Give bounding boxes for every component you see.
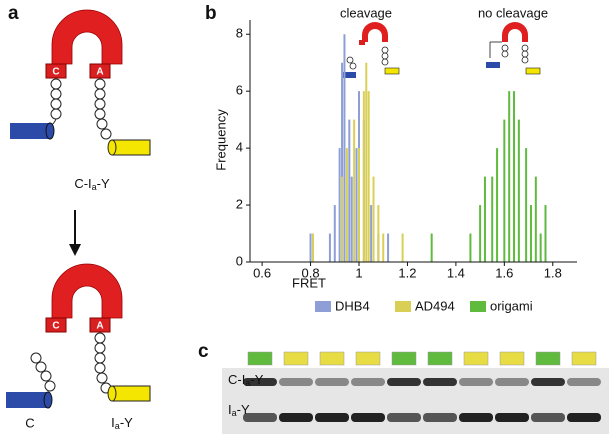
product-label: Ia-Y bbox=[111, 415, 133, 431]
gel-band bbox=[279, 378, 313, 386]
lane-marker bbox=[463, 351, 489, 366]
x-tick-label: 1.8 bbox=[544, 265, 562, 280]
x-tick-label: 1.4 bbox=[447, 265, 465, 280]
legend-swatch bbox=[395, 301, 411, 312]
y-tick-label: 2 bbox=[236, 196, 243, 211]
lane-marker bbox=[499, 351, 525, 366]
annotation: no cleavage bbox=[478, 5, 548, 20]
box-label: C bbox=[52, 321, 59, 332]
gel-band bbox=[495, 413, 529, 422]
legend-swatch bbox=[315, 301, 331, 312]
x-tick-label: 1 bbox=[355, 265, 362, 280]
box-label: A bbox=[96, 321, 103, 332]
panel-label: b bbox=[205, 3, 217, 24]
construct-label: C-Ia-Y bbox=[74, 176, 110, 192]
x-tick-label: 0.6 bbox=[253, 265, 271, 280]
y-axis-label: Frequency bbox=[213, 109, 228, 171]
gel-band bbox=[567, 378, 601, 386]
lane-marker bbox=[355, 351, 381, 366]
y-tick-label: 8 bbox=[236, 26, 243, 41]
gel-label-part: -Y bbox=[237, 402, 250, 417]
gel-label-part: C-I bbox=[228, 372, 245, 387]
box-label: C bbox=[52, 67, 59, 78]
gel-label-part: a bbox=[232, 408, 237, 418]
gel-band bbox=[423, 413, 457, 422]
y-tick-label: 0 bbox=[236, 253, 243, 268]
gel-band bbox=[387, 413, 421, 422]
gel-band bbox=[351, 413, 385, 422]
x-tick-label: 1.6 bbox=[495, 265, 513, 280]
gel-band bbox=[279, 413, 313, 422]
panel-label: a bbox=[8, 3, 19, 24]
lane-marker bbox=[427, 351, 453, 366]
gel-band bbox=[315, 378, 349, 386]
lane-marker bbox=[247, 351, 273, 366]
lane-marker bbox=[535, 351, 561, 366]
gel-label: C-Ia-Y bbox=[228, 372, 264, 388]
inset-diagram bbox=[342, 22, 541, 78]
annotation: cleavage bbox=[340, 5, 392, 20]
gel bbox=[222, 368, 609, 434]
product-diagram: C A C Ia-Y bbox=[6, 263, 151, 431]
legend-label: AD494 bbox=[415, 298, 455, 313]
gel-band bbox=[387, 378, 421, 386]
y-tick-label: 4 bbox=[236, 140, 243, 155]
gel-band bbox=[531, 378, 565, 386]
gel-band bbox=[567, 413, 601, 422]
gel-band bbox=[423, 378, 457, 386]
x-axis-label: FRET bbox=[292, 275, 326, 290]
construct-diagram: C A C-Ia-Y bbox=[10, 9, 151, 256]
gel-band bbox=[531, 413, 565, 422]
gel-band bbox=[459, 413, 493, 422]
gel-band bbox=[315, 413, 349, 422]
lane-marker bbox=[319, 351, 345, 366]
gel-label-part: I bbox=[228, 402, 232, 417]
y-tick-label: 6 bbox=[236, 83, 243, 98]
legend-swatch bbox=[470, 301, 486, 312]
x-tick-label: 0.8 bbox=[302, 265, 320, 280]
gel-band bbox=[495, 378, 529, 386]
gel-label-part: -Y bbox=[250, 372, 263, 387]
box-label: A bbox=[96, 67, 103, 78]
lane-marker bbox=[283, 351, 309, 366]
gel-label: Ia-Y bbox=[228, 402, 250, 418]
legend-label: origami bbox=[490, 298, 533, 313]
gel-band bbox=[243, 378, 277, 386]
lane-marker bbox=[571, 351, 597, 366]
gel-band bbox=[351, 378, 385, 386]
lane-marker bbox=[391, 351, 417, 366]
gel-band bbox=[459, 378, 493, 386]
x-tick-label: 1.2 bbox=[398, 265, 416, 280]
legend-label: DHB4 bbox=[335, 298, 370, 313]
product-label: C bbox=[25, 415, 34, 430]
panel-label: c bbox=[198, 341, 209, 362]
gel-band bbox=[243, 413, 277, 422]
gel-label-part: a bbox=[245, 378, 250, 388]
